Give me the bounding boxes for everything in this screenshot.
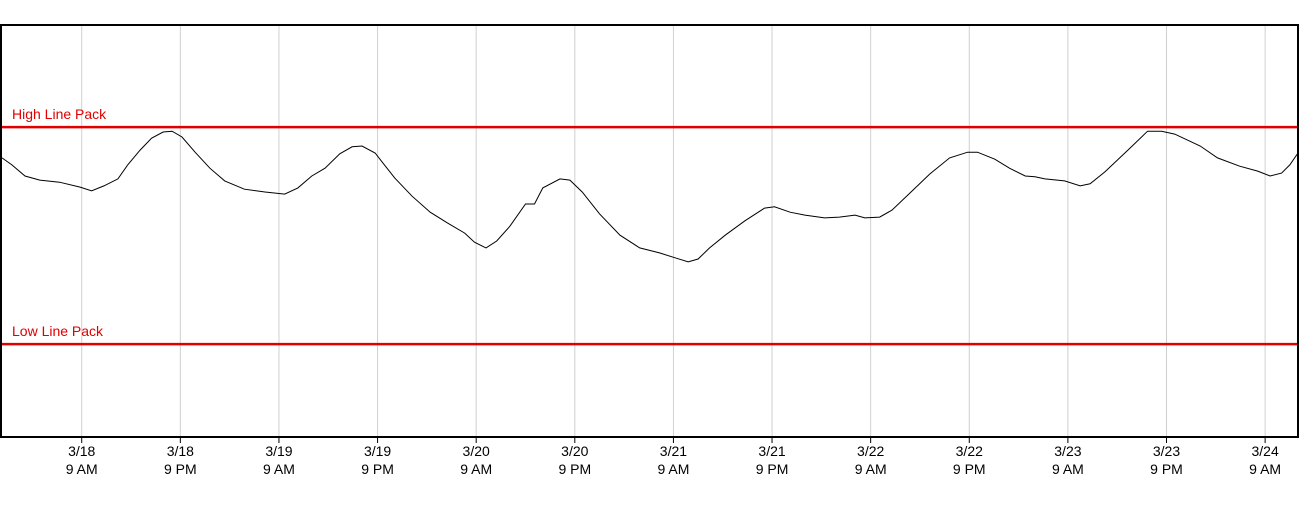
x-tick-label: 9 PM (164, 461, 197, 477)
x-tick-label: 9 PM (558, 461, 591, 477)
x-tick-label: 9 AM (855, 461, 887, 477)
x-tick-label: 9 AM (460, 461, 492, 477)
x-tick-label: 3/23 (1153, 443, 1180, 459)
x-tick-label: 9 PM (756, 461, 789, 477)
x-tick-label: 3/21 (660, 443, 687, 459)
x-tick-label: 9 AM (657, 461, 689, 477)
x-tick-label: 9 AM (263, 461, 295, 477)
x-tick-label: 3/24 (1252, 443, 1279, 459)
x-tick-label: 3/20 (463, 443, 490, 459)
x-tick-label: 3/22 (857, 443, 884, 459)
x-tick-label: 3/19 (364, 443, 391, 459)
x-tick-label: 3/23 (1054, 443, 1081, 459)
x-tick-label: 3/19 (265, 443, 292, 459)
limit-label: Low Line Pack (12, 323, 104, 339)
x-tick-label: 3/20 (561, 443, 588, 459)
x-tick-label: 3/21 (758, 443, 785, 459)
x-tick-label: 9 PM (361, 461, 394, 477)
plot-frame (0, 24, 1299, 438)
x-tick-label: 9 PM (953, 461, 986, 477)
x-tick-label: 3/18 (68, 443, 95, 459)
x-tick-label: 9 AM (1249, 461, 1281, 477)
x-tick-label: 9 AM (1052, 461, 1084, 477)
x-tick-label: 3/18 (167, 443, 194, 459)
x-tick-label: 3/22 (956, 443, 983, 459)
x-tick-label: 9 AM (66, 461, 98, 477)
x-tick-label: 9 PM (1150, 461, 1183, 477)
series-line (1, 130, 1299, 263)
limit-label: High Line Pack (12, 106, 107, 122)
